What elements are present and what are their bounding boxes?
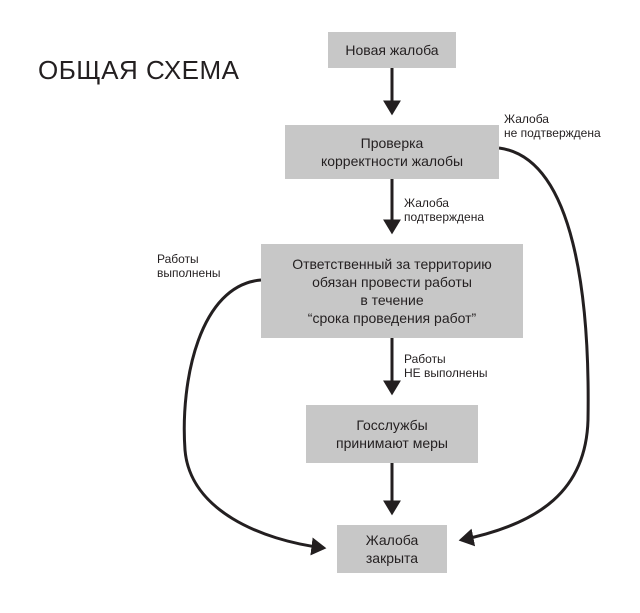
node-gov-measures: Госслужбы принимают меры (306, 405, 478, 463)
node-complaint-closed: Жалоба закрыта (337, 525, 447, 573)
edge-label: Жалоба подтверждена (404, 196, 484, 224)
node-label: Новая жалоба (345, 41, 438, 59)
node-new-complaint: Новая жалоба (328, 32, 456, 68)
diagram-title: ОБЩАЯ СХЕМА (38, 55, 240, 85)
node-label: Жалоба закрыта (366, 531, 418, 567)
node-label: Госслужбы принимают меры (336, 416, 448, 452)
node-responsible-works: Ответственный за территорию обязан прове… (261, 244, 523, 338)
node-check-correctness: Проверка корректности жалобы (285, 125, 499, 179)
node-label: Ответственный за территорию обязан прове… (292, 255, 492, 327)
node-label: Проверка корректности жалобы (321, 134, 463, 170)
edge-label: Работы НЕ выполнены (404, 352, 487, 380)
edge-label: Работы выполнены (157, 252, 220, 280)
edge-label: Жалоба не подтверждена (504, 112, 601, 140)
flowchart-canvas: ОБЩАЯ СХЕМА Новая жалоба Проверка коррек… (0, 0, 640, 613)
